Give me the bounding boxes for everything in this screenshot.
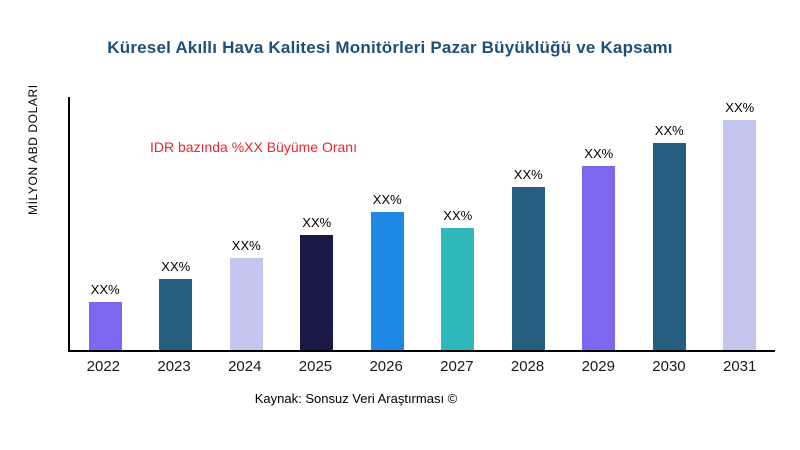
bar-2029	[582, 166, 616, 350]
bar-value-label-2025: XX%	[302, 215, 332, 230]
bar-2022	[88, 301, 122, 350]
x-tick-2025: 2025	[298, 358, 333, 375]
bars-row: XX% XX% XX% XX% XX% XX% XX% XX% XX% XX%	[70, 97, 775, 350]
bar-value-label-2031: XX%	[725, 100, 755, 115]
bar-group-2028: XX%	[493, 97, 564, 350]
bar-2031	[723, 120, 757, 350]
bar-value-label-2023: XX%	[161, 258, 191, 274]
bar-2026	[370, 212, 404, 350]
growth-annotation: IDR bazında %XX Büyüme Oranı	[150, 139, 357, 155]
chart-title: Küresel Akıllı Hava Kalitesi Monitörleri…	[107, 38, 673, 57]
x-tick-2028: 2028	[510, 358, 545, 375]
bar-value-label-2026: XX%	[372, 192, 402, 207]
bar-value-label-2022: XX%	[90, 281, 120, 297]
source-caption: Kaynak: Sonsuz Veri Araştırması ©	[254, 391, 458, 406]
bar-group-2030: XX%	[634, 97, 705, 350]
bar-2024	[229, 258, 263, 350]
bar-group-2031: XX%	[705, 97, 776, 350]
bar-group-2023: XX%	[141, 97, 212, 350]
bar-2025	[300, 235, 334, 350]
bar-2027	[441, 228, 475, 350]
bar-group-2025: XX%	[282, 97, 353, 350]
x-tick-2027: 2027	[440, 358, 474, 375]
bar-2030	[652, 143, 686, 350]
x-tick-2030: 2030	[652, 358, 686, 375]
bar-group-2029: XX%	[564, 97, 635, 350]
y-axis-label: MİLYON ABD DOLARI	[26, 84, 40, 216]
x-tick-2022: 2022	[86, 358, 121, 375]
bar-group-2027: XX%	[423, 97, 494, 350]
bar-2023	[159, 278, 193, 350]
bar-value-label-2029: XX%	[584, 146, 614, 161]
x-axis-ticks: 2022 2023 2024 2025 2026 2027 2028 2029 2030 2031	[68, 358, 775, 375]
bar-2028	[511, 186, 545, 350]
bar-group-2022: XX%	[70, 97, 141, 350]
x-tick-2029: 2029	[581, 358, 615, 375]
x-tick-2024: 2024	[228, 358, 262, 375]
bar-value-label-2027: XX%	[443, 208, 473, 224]
x-tick-2026: 2026	[369, 358, 403, 375]
plot-area: IDR bazında %XX Büyüme Oranı XX% XX% XX% XX…	[68, 97, 775, 352]
bar-value-label-2030: XX%	[654, 123, 684, 138]
x-tick-2031: 2031	[722, 358, 757, 375]
bar-value-label-2024: XX%	[231, 238, 261, 253]
x-tick-2023: 2023	[157, 358, 191, 375]
bar-value-label-2028: XX%	[513, 166, 543, 182]
bar-group-2026: XX%	[352, 97, 423, 350]
bar-group-2024: XX%	[211, 97, 282, 350]
